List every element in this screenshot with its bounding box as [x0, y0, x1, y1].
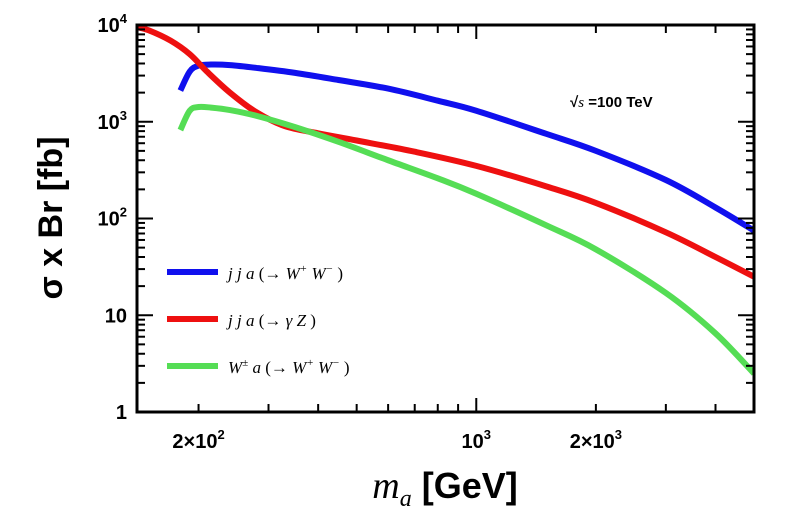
series-line-2: [177, 103, 754, 376]
sqrt-s: s: [578, 95, 584, 111]
legend-label-jja-gz: j j a (→ γ Z ): [226, 311, 316, 330]
y-tick-label: 103: [98, 108, 127, 134]
x-axis-var-sub: a: [400, 486, 412, 512]
y-axis-title: σ x Br [fb]: [32, 136, 70, 299]
tick-labels-layer: 2×102 103 2×103 1 10 102 103 104: [98, 11, 623, 453]
y-tick-label: 102: [98, 205, 127, 231]
legend-label-jja-ww: j j a (→ W+ W− ): [226, 263, 343, 283]
energy-value: =100 TeV: [584, 94, 653, 111]
energy-annotation: √s =100 TeV: [570, 94, 653, 111]
y-tick-label: 10: [105, 305, 127, 327]
legend-label-wa-ww: W± a (→ W+ W− ): [228, 357, 350, 377]
series-line-0: [177, 61, 754, 234]
series-layer: [137, 25, 754, 376]
x-tick-label: 2×102: [172, 427, 224, 453]
y-tick-label: 104: [98, 11, 128, 37]
plot-frame: [135, 23, 756, 414]
x-axis-unit: [GeV]: [422, 465, 518, 506]
y-tick-label: 1: [116, 402, 127, 424]
ticks-layer: [137, 24, 755, 413]
x-tick-label: 103: [462, 427, 491, 453]
sqrt-symbol: √: [570, 94, 579, 111]
legend: j j a (→ W+ W− ) j j a (→ γ Z ) W± a (→ …: [167, 263, 350, 377]
x-tick-label: 2×103: [570, 427, 622, 453]
x-axis-var: m: [372, 465, 399, 507]
x-axis-title: ma [GeV]: [372, 465, 517, 512]
